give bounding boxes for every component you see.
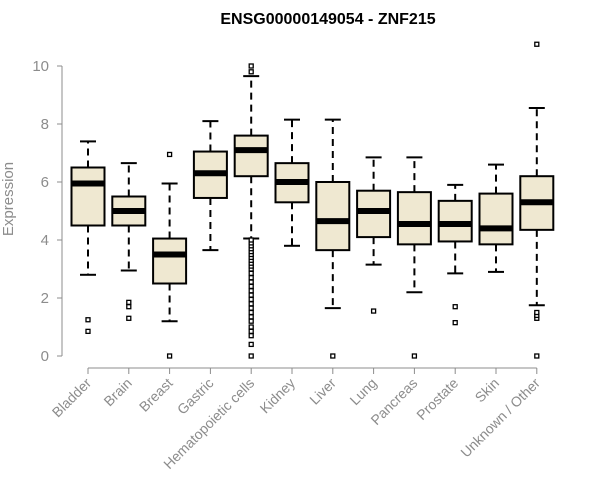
outlier-4-12: [248, 296, 254, 303]
y-tick-label-0: 0: [41, 348, 49, 365]
outlier-0-1: [85, 317, 91, 323]
outlier-7-0: [370, 308, 377, 314]
outlier-2-0: [166, 353, 173, 359]
x-tick-label-6: Liver: [306, 375, 339, 408]
outlier-4-6: [248, 324, 254, 330]
iqr-box-8: [396, 191, 432, 246]
outlier-4-8: [248, 314, 254, 320]
box-6: [315, 118, 351, 359]
y-tick-label-3: 6: [41, 174, 49, 191]
box-5: [274, 118, 310, 247]
x-tick-label-7: Lung: [346, 375, 379, 408]
outlier-4-1: [248, 69, 254, 75]
outlier-11-3: [534, 309, 540, 316]
y-axis: 0 2 4 6 8 10: [32, 58, 63, 365]
box-3: [192, 120, 228, 252]
outlier-4-5: [248, 328, 254, 335]
x-tick-label-2: Breast: [136, 375, 176, 415]
outlier-0-0: [85, 328, 91, 335]
outlier-11-4: [534, 353, 540, 359]
outlier-4-10: [248, 305, 254, 311]
outlier-4-4: [248, 333, 254, 339]
outlier-4-3: [248, 341, 254, 348]
x-tick-label-0: Bladder: [49, 375, 95, 421]
outlier-6-0: [330, 353, 336, 359]
y-tick-label-2: 4: [41, 232, 49, 249]
outlier-4-2: [248, 353, 254, 359]
outlier-4-0: [248, 63, 254, 69]
y-axis-label: Expression: [0, 162, 17, 236]
outlier-1-0: [126, 315, 132, 321]
outlier-4-9: [248, 309, 254, 316]
outlier-4-16: [248, 279, 254, 285]
outlier-1-1: [126, 304, 132, 310]
box-11: [519, 41, 555, 359]
outlier-4-15: [248, 283, 254, 290]
iqr-box-10: [478, 192, 514, 246]
box-0: [70, 140, 106, 335]
outlier-1-2: [126, 299, 132, 306]
box-10: [478, 163, 514, 273]
outlier-8-0: [411, 353, 418, 359]
box-7: [356, 156, 392, 314]
iqr-box-6: [315, 181, 351, 252]
boxes: [70, 41, 555, 359]
outlier-4-13: [248, 292, 254, 298]
iqr-box-0: [70, 166, 106, 227]
y-tick-label-5: 10: [32, 58, 49, 75]
box-8: [396, 156, 432, 359]
box-2: [152, 151, 188, 359]
iqr-box-2: [152, 237, 188, 285]
outlier-4-11: [248, 301, 254, 307]
x-tick-label-1: Brain: [100, 375, 134, 409]
outlier-4-18: [248, 270, 254, 277]
y-tick-label-1: 2: [41, 290, 49, 307]
x-tick-label-5: Kidney: [257, 375, 299, 417]
outlier-4-14: [248, 288, 254, 294]
outlier-4-7: [248, 318, 254, 324]
iqr-box-4: [233, 134, 269, 178]
x-tick-label-9: Prostate: [413, 375, 461, 423]
outlier-4-17: [248, 275, 254, 281]
outlier-9-1: [452, 304, 458, 310]
x-tick-label-10: Skin: [472, 375, 503, 406]
outlier-9-0: [452, 319, 458, 326]
outlier-4-29: [248, 237, 254, 243]
outlier-11-0: [534, 41, 540, 47]
y-tick-label-4: 8: [41, 116, 49, 133]
box-4: [233, 63, 269, 359]
chart-title: ENSG00000149054 - ZNF215: [220, 11, 435, 28]
box-1: [111, 162, 147, 321]
outlier-2-1: [166, 151, 173, 158]
box-9: [437, 183, 473, 326]
